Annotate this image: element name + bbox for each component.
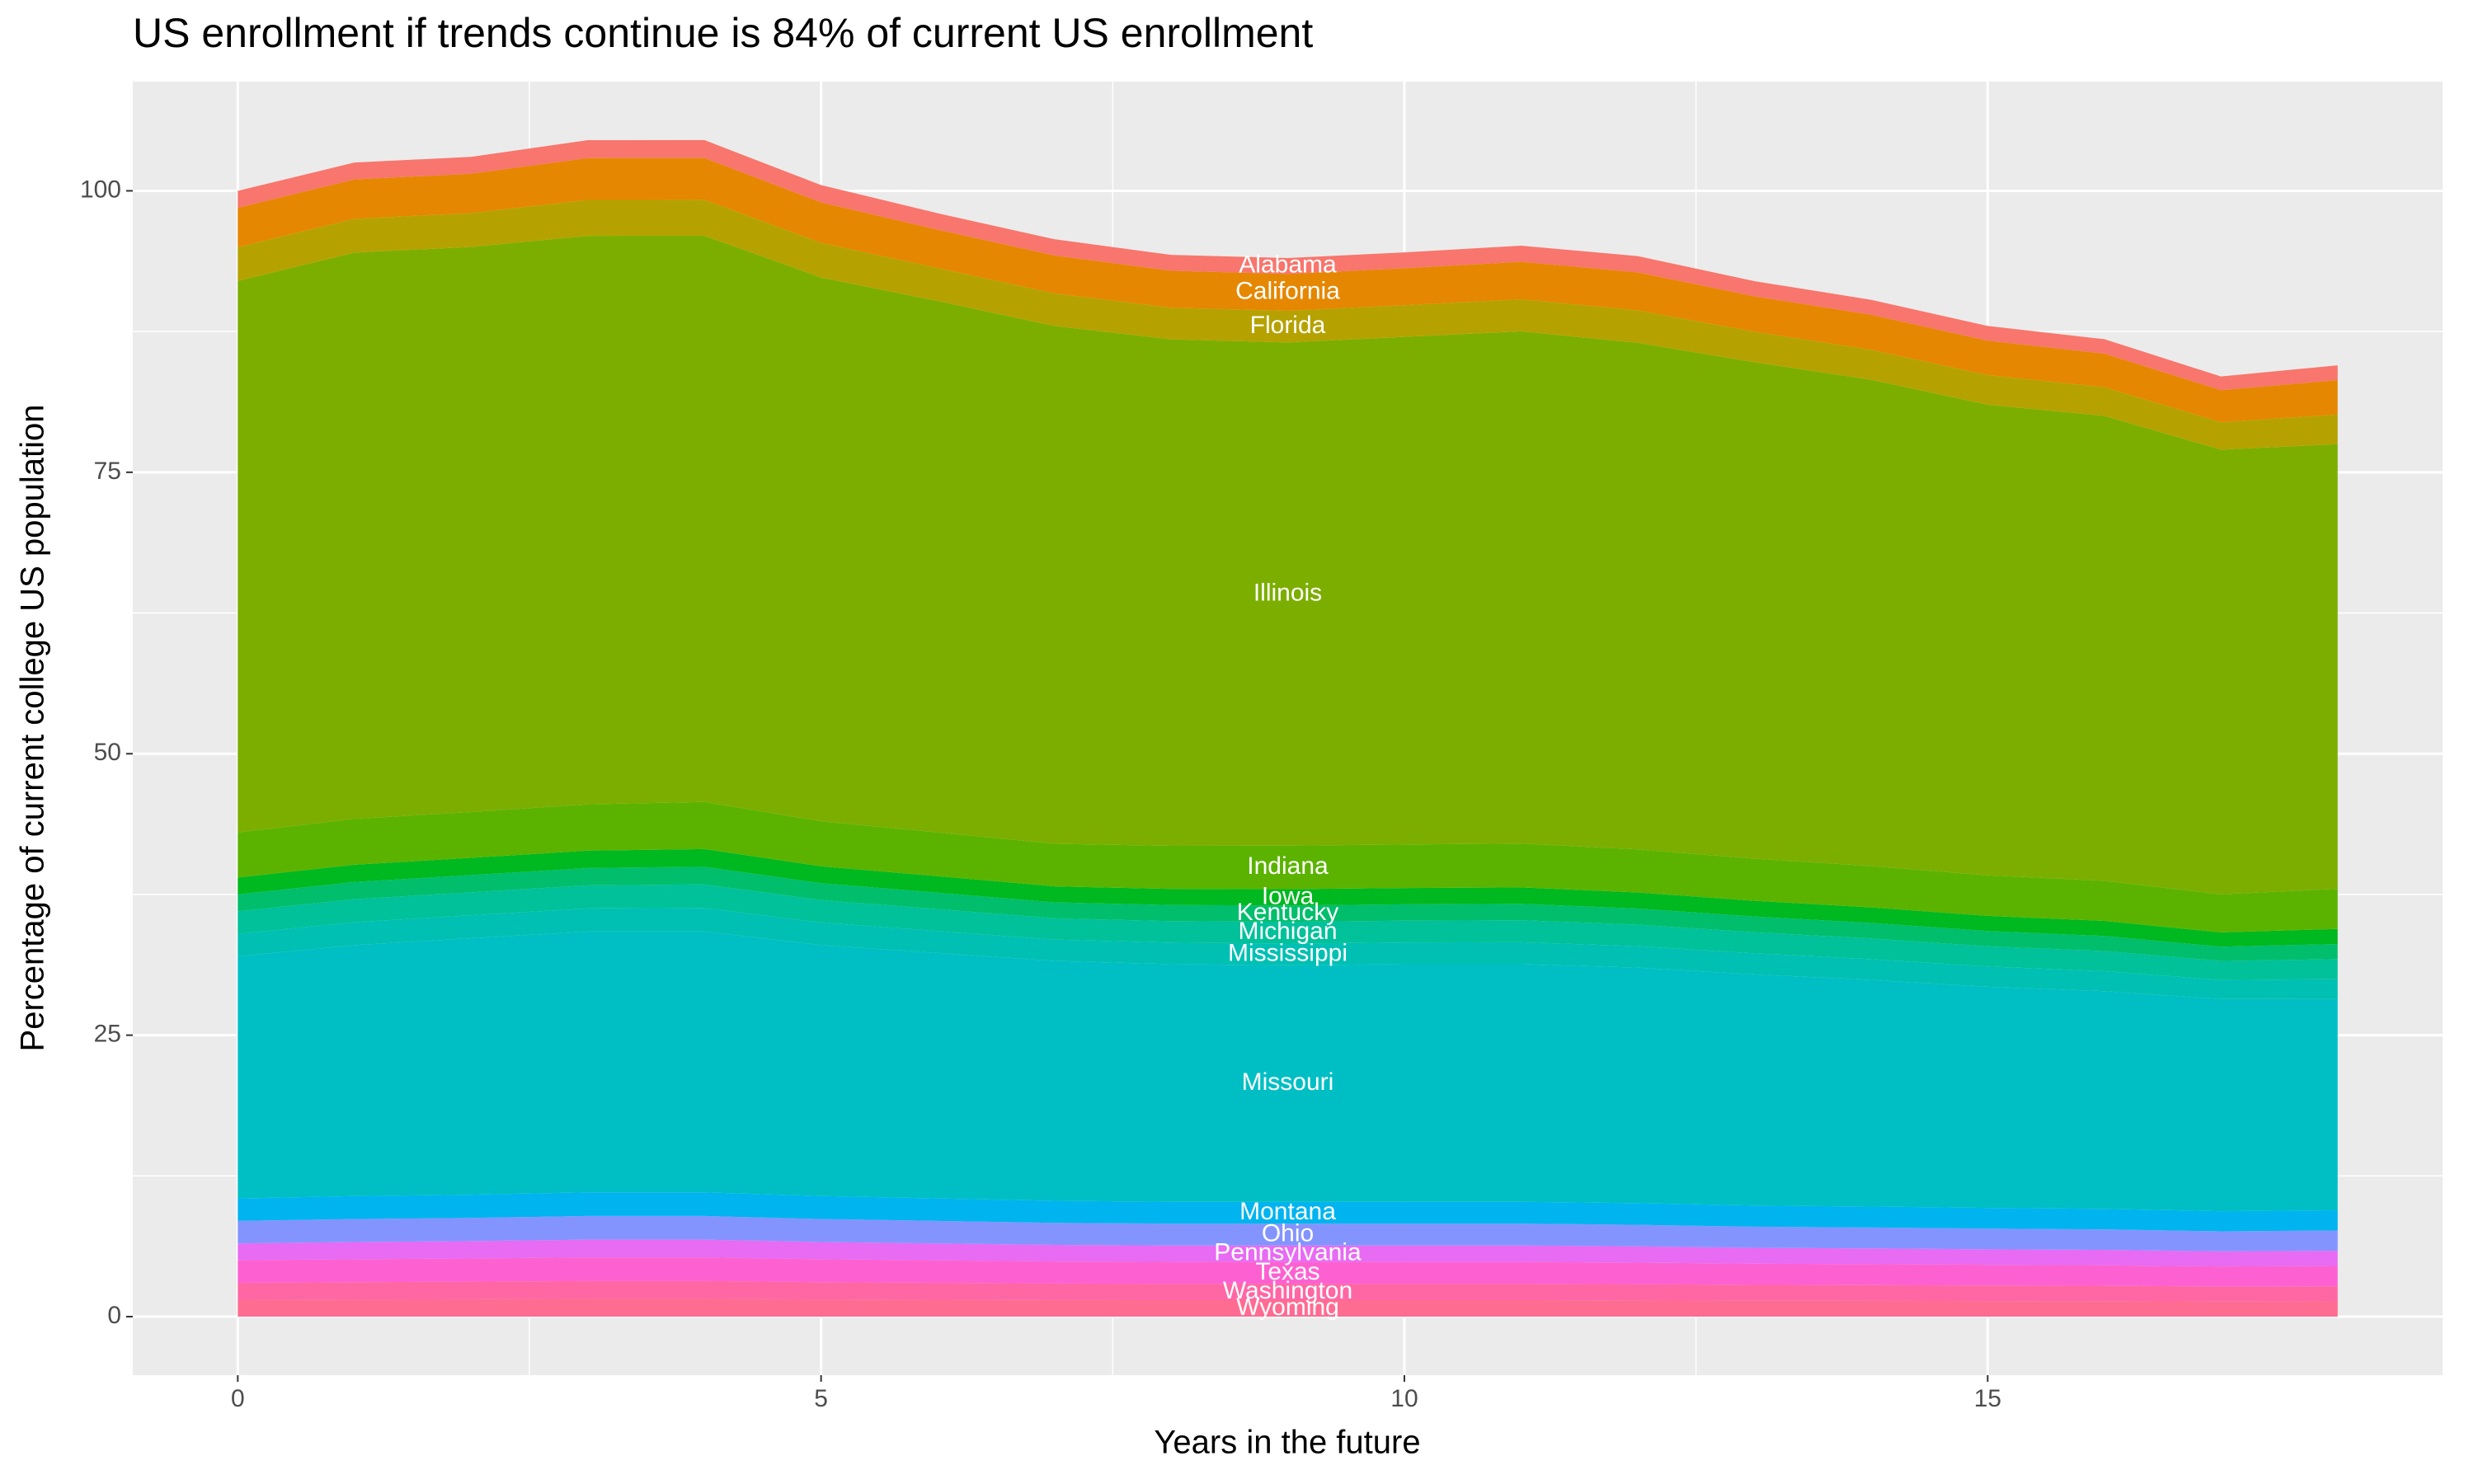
x-tick-label: 10 (1390, 1385, 1418, 1412)
area (238, 1192, 2338, 1232)
y-tick-label: 100 (80, 176, 121, 203)
x-tick-label: 15 (1974, 1385, 2001, 1412)
area-label: Indiana (1247, 852, 1329, 880)
area-label: Michigan (1238, 918, 1337, 945)
area-label: Ohio (1262, 1219, 1314, 1247)
chart-title: US enrollment if trends continue is 84% … (133, 10, 1313, 56)
axes: 0 25 50 75 100 0 5 10 15 (80, 176, 2001, 1412)
area-label: Alabama (1239, 251, 1337, 279)
y-axis-title: Percentage of current college US populat… (15, 405, 51, 1052)
area-label: Montana (1239, 1198, 1336, 1225)
y-tick-label: 50 (94, 739, 121, 766)
area-label: Washington (1223, 1277, 1352, 1304)
area (238, 931, 2338, 1212)
x-tick-label: 5 (814, 1385, 828, 1412)
area (238, 1239, 2338, 1267)
area (238, 157, 2338, 423)
area (238, 884, 2338, 980)
labels: WyomingWashingtonTexasPennsylvaniaOhioMo… (1214, 251, 1362, 1321)
area-label: Texas (1255, 1258, 1319, 1285)
area (238, 235, 2338, 895)
area (238, 1215, 2338, 1252)
area (238, 200, 2338, 450)
y-tick-label: 0 (107, 1302, 121, 1329)
area-label: Illinois (1253, 580, 1322, 607)
area (238, 1298, 2338, 1317)
area (238, 908, 2338, 999)
area (238, 866, 2338, 961)
areas (238, 139, 2338, 1317)
area (238, 139, 2338, 391)
y-tick-label: 75 (94, 458, 121, 485)
y-tick-label: 25 (94, 1021, 121, 1048)
x-tick-label: 0 (231, 1385, 245, 1412)
area-label: Florida (1250, 312, 1326, 339)
x-axis-title: Years in the future (1154, 1425, 1420, 1461)
area-label: Wyoming (1236, 1294, 1339, 1321)
area-label: Kentucky (1237, 899, 1338, 926)
area-label: Pennsylvania (1214, 1239, 1362, 1266)
area-label: California (1235, 278, 1340, 305)
area (238, 801, 2338, 932)
area (238, 1257, 2338, 1287)
area-label: Iowa (1262, 882, 1315, 909)
area (238, 848, 2338, 947)
area-label: Mississippi (1228, 940, 1348, 967)
area-label: Missouri (1242, 1068, 1334, 1096)
area (238, 1280, 2338, 1302)
